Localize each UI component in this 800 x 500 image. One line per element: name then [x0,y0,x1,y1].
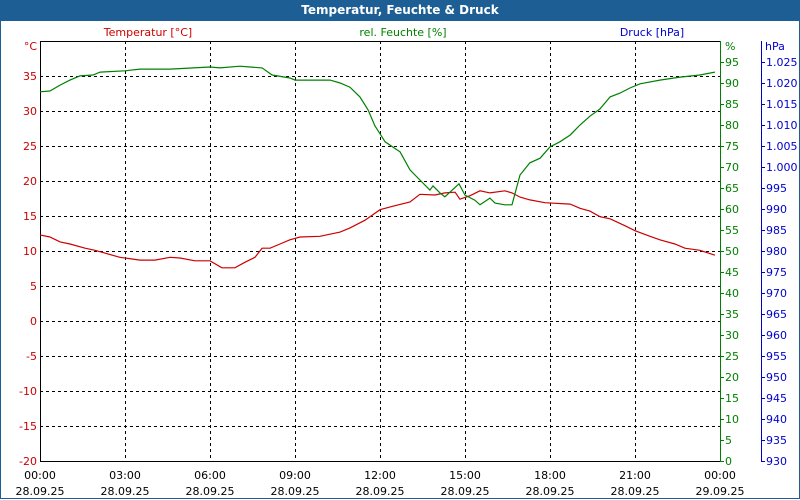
humidity-tick-label: 65 [725,182,739,195]
temperature-tick-label: -20 [19,455,37,468]
pressure-tick-label: 1.020 [766,77,798,90]
x-tick-label-time: 21:00 [619,469,651,482]
x-tick-label-time: 00:00 [24,469,56,482]
temperature-tick-label: 30 [23,105,37,118]
temperature-tick-label: 5 [30,280,37,293]
humidity-line [39,65,716,206]
pressure-tick-label: 1.005 [766,140,798,153]
humidity-tick-label: 50 [725,245,739,258]
pressure-tick-label: 970 [766,287,787,300]
x-tick-label-date: 28.09.25 [271,485,320,498]
temperature-unit-label: °C [24,40,38,53]
x-tick-label-date: 28.09.25 [611,485,660,498]
pressure-tick-label: 980 [766,245,787,258]
humidity-tick-label: 80 [725,119,739,132]
pressure-unit-label: hPa [765,40,785,53]
pressure-tick-label: 960 [766,329,787,342]
x-tick-label-time: 00:00 [704,469,736,482]
pressure-tick-label: 945 [766,392,787,405]
x-tick-label-time: 06:00 [194,469,226,482]
humidity-tick-label: 45 [725,266,739,279]
pressure-tick-label: 965 [766,308,787,321]
temperature-tick-label: -10 [19,385,37,398]
x-tick-label-time: 15:00 [449,469,481,482]
temperature-tick-label: 0 [30,315,37,328]
pressure-tick-label: 950 [766,371,787,384]
humidity-tick-label: 25 [725,350,739,363]
temperature-tick-label: 35 [23,70,37,83]
humidity-tick-label: 95 [725,56,739,69]
humidity-tick-label: 90 [725,77,739,90]
x-tick-label-date: 28.09.25 [356,485,405,498]
x-tick-label-date: 28.09.25 [441,485,490,498]
pressure-tick-label: 995 [766,182,787,195]
temperature-tick-label: 15 [23,210,37,223]
humidity-tick-label: 60 [725,203,739,216]
temperature-line [39,190,716,269]
temperature-tick-label: 10 [23,245,37,258]
x-tick-label-date: 29.09.25 [696,485,745,498]
humidity-tick-label: 70 [725,161,739,174]
pressure-tick-label: 935 [766,434,787,447]
humidity-tick-label: 75 [725,140,739,153]
x-tick-label-time: 12:00 [364,469,396,482]
pressure-tick-label: 975 [766,266,787,279]
pressure-tick-label: 990 [766,203,787,216]
humidity-tick-label: 15 [725,392,739,405]
temperature-tick-label: 20 [23,175,37,188]
humidity-tick-label: 0 [725,455,732,468]
humidity-tick-label: 10 [725,413,739,426]
x-tick-label-time: 09:00 [279,469,311,482]
window-title: Temperatur, Feuchte & Druck [0,0,800,21]
temperature-legend-label: Temperatur [°C] [103,26,192,39]
pressure-tick-label: 1.010 [766,119,798,132]
x-tick-label-date: 28.09.25 [101,485,150,498]
pressure-tick-label: 1.015 [766,98,798,111]
humidity-legend-label: rel. Feuchte [%] [359,26,446,39]
humidity-unit-label: % [725,40,735,53]
humidity-tick-label: 20 [725,371,739,384]
humidity-tick-label: 40 [725,287,739,300]
humidity-tick-label: 5 [725,434,732,447]
humidity-tick-label: 35 [725,308,739,321]
pressure-tick-label: 1.000 [766,161,798,174]
pressure-tick-label: 985 [766,224,787,237]
pressure-tick-label: 930 [766,455,787,468]
temperature-tick-label: -5 [26,350,37,363]
temperature-tick-label: 25 [23,140,37,153]
humidity-tick-label: 55 [725,224,739,237]
humidity-tick-label: 85 [725,98,739,111]
pressure-legend-label: Druck [hPa] [620,26,684,39]
pressure-tick-label: 1.025 [766,56,798,69]
x-tick-label-time: 03:00 [109,469,141,482]
pressure-tick-label: 955 [766,350,787,363]
pressure-tick-label: 940 [766,413,787,426]
x-tick-label-date: 28.09.25 [526,485,575,498]
temperature-tick-label: -15 [19,420,37,433]
x-tick-label-time: 18:00 [534,469,566,482]
x-tick-label-date: 28.09.25 [16,485,65,498]
humidity-tick-label: 30 [725,329,739,342]
x-tick-label-date: 28.09.25 [186,485,235,498]
